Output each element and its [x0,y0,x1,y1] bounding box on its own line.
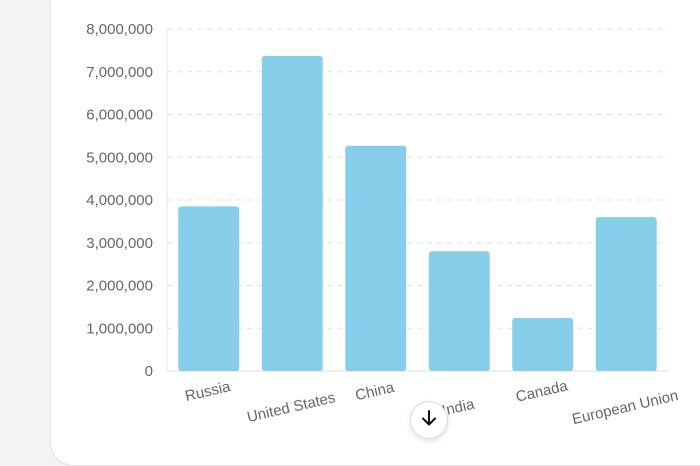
y-tick-label: 0 [145,363,153,380]
x-tick-label: Canada [514,377,570,406]
y-tick-label: 7,000,000 [86,64,153,81]
y-tick-label: 2,000,000 [86,278,153,295]
scroll-down-button[interactable] [410,401,448,439]
y-tick-label: 8,000,000 [86,21,153,38]
x-tick-label: United States [245,389,337,426]
x-tick-label: European Union [571,387,680,428]
arrow-down-icon [420,409,438,432]
bar-united-states[interactable] [261,55,323,372]
grid-lines [166,28,668,372]
y-axis-tick-labels: 0 1,000,000 2,000,000 3,000,000 4,000,000 5,0… [86,21,153,380]
x-tick-label: China [354,379,397,405]
y-tick-label: 1,000,000 [86,320,153,337]
bar-canada[interactable] [512,317,574,371]
bar-india[interactable] [428,251,490,371]
bar-european-union[interactable] [595,217,657,371]
y-tick-label: 5,000,000 [86,149,153,166]
bar-russia[interactable] [178,206,240,371]
bars [178,55,657,372]
x-tick-label: Russia [183,378,232,405]
y-tick-label: 4,000,000 [86,192,153,209]
y-tick-label: 3,000,000 [86,235,153,252]
y-tick-label: 6,000,000 [86,107,153,124]
bar-china[interactable] [345,145,407,371]
